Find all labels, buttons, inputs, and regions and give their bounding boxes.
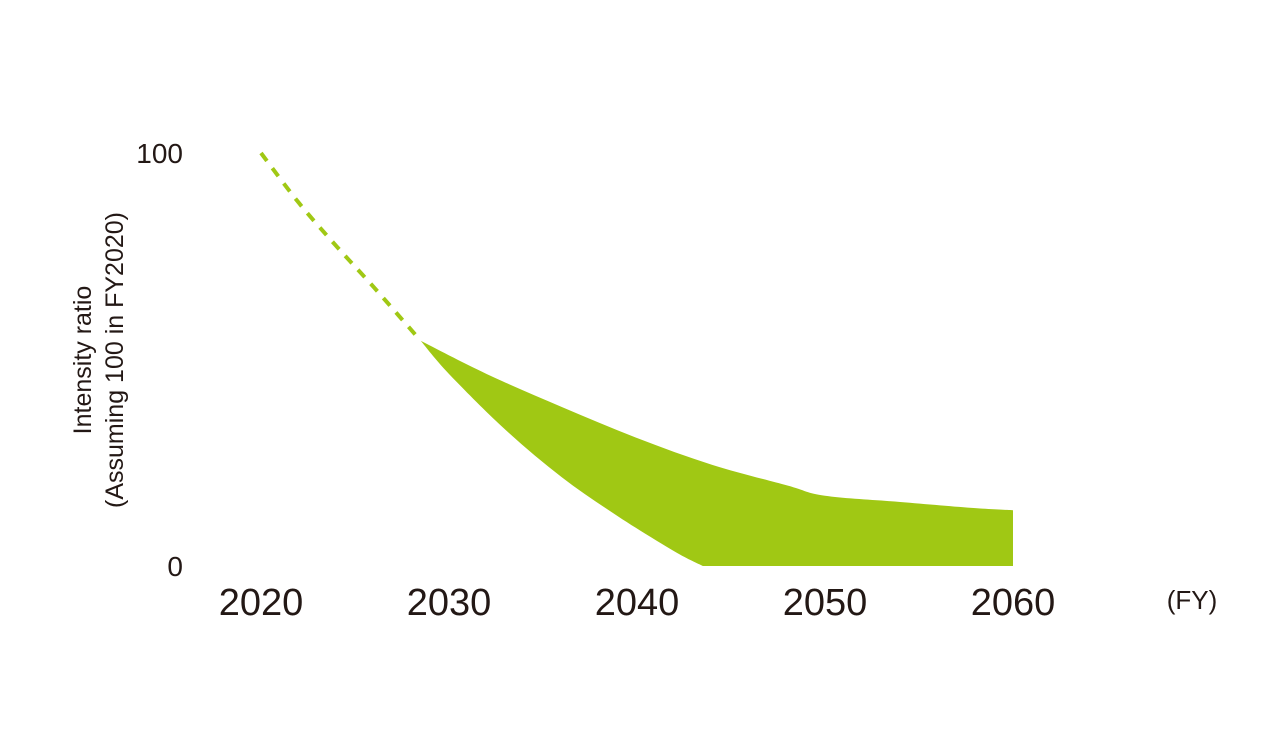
x-tick-label-2040: 2040 <box>595 582 680 624</box>
x-tick-label-2020: 2020 <box>219 582 304 624</box>
x-tick-label-2050: 2050 <box>783 582 868 624</box>
x-axis-unit-label: (FY) <box>1167 585 1218 615</box>
reduction-range-band <box>420 340 1013 566</box>
y-axis-title-line-2: (Assuming 100 in FY2020) <box>101 212 129 508</box>
dashed-trend-group <box>259 151 423 343</box>
y-tick-label-0: 0 <box>167 551 183 582</box>
y-axis-title: Intensity ratio (Assuming 100 in FY2020) <box>69 212 129 508</box>
x-tick-label-2030: 2030 <box>407 582 492 624</box>
y-tick-label-100: 100 <box>136 138 183 169</box>
area-band-group <box>420 340 1013 566</box>
x-tick-label-2060: 2060 <box>971 582 1056 624</box>
dashed-trend-line <box>259 151 423 343</box>
y-axis-title-line-1: Intensity ratio <box>69 286 97 435</box>
